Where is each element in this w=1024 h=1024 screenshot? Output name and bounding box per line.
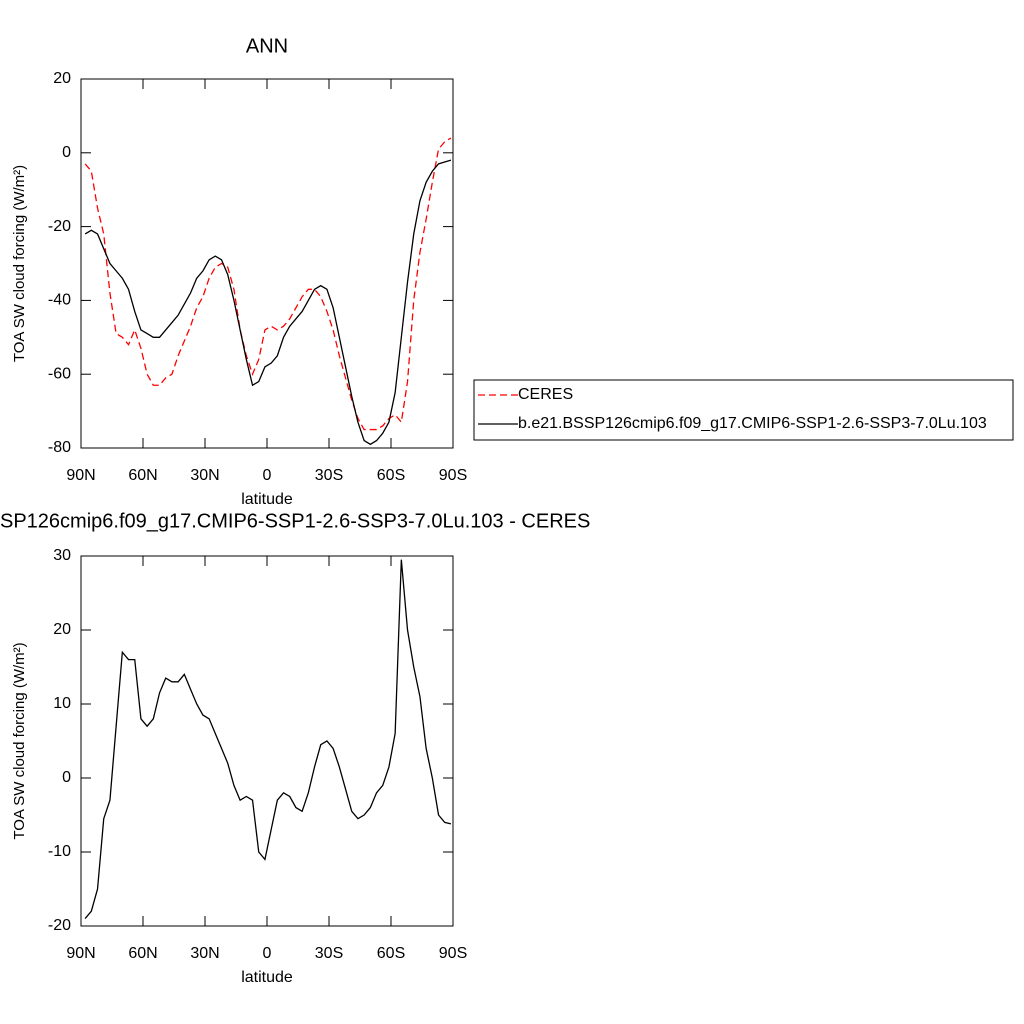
x-tick-label: 90N <box>66 467 95 484</box>
y-tick-label: -20 <box>48 917 71 934</box>
x-tick-label: 60S <box>377 945 405 962</box>
y-tick-label: 20 <box>53 70 71 87</box>
x-tick-label: 30S <box>315 945 343 962</box>
x-axis-label: latitude <box>241 969 293 986</box>
x-tick-label: 30N <box>190 945 219 962</box>
legend-label: CERES <box>518 386 573 403</box>
y-tick-label: -20 <box>48 218 71 235</box>
y-tick-label: 0 <box>62 769 71 786</box>
x-tick-label: 60N <box>128 467 157 484</box>
y-tick-label: 10 <box>53 695 71 712</box>
x-tick-label: 90S <box>439 945 467 962</box>
y-tick-label: 20 <box>53 621 71 638</box>
x-axis-label: latitude <box>241 491 293 508</box>
plot-frame <box>80 555 454 927</box>
x-tick-label: 90N <box>66 945 95 962</box>
data-line <box>84 159 452 446</box>
x-tick-label: 30S <box>315 467 343 484</box>
legend-box <box>473 379 1014 441</box>
y-tick-label: -60 <box>48 365 71 382</box>
y-axis-label: TOA SW cloud forcing (W/m²) <box>11 642 28 839</box>
x-tick-label: 90S <box>439 467 467 484</box>
y-axis-label: TOA SW cloud forcing (W/m²) <box>11 165 28 362</box>
y-tick-label: -10 <box>48 843 71 860</box>
plot-frame <box>80 78 454 449</box>
y-tick-label: -80 <box>48 439 71 456</box>
data-line <box>84 559 452 920</box>
chart-title: ANN <box>246 35 288 57</box>
x-tick-label: 30N <box>190 467 219 484</box>
x-tick-label: 60N <box>128 945 157 962</box>
x-tick-label: 60S <box>377 467 405 484</box>
y-tick-label: 30 <box>53 547 71 564</box>
y-tick-label: -40 <box>48 292 71 309</box>
x-tick-label: 0 <box>263 945 272 962</box>
chart-title: SP126cmip6.f09_g17.CMIP6-SSP1-2.6-SSP3-7… <box>0 510 590 532</box>
y-tick-label: 0 <box>62 144 71 161</box>
x-tick-label: 0 <box>263 467 272 484</box>
legend-label: b.e21.BSSP126cmip6.f09_g17.CMIP6-SSP1-2.… <box>518 415 987 432</box>
